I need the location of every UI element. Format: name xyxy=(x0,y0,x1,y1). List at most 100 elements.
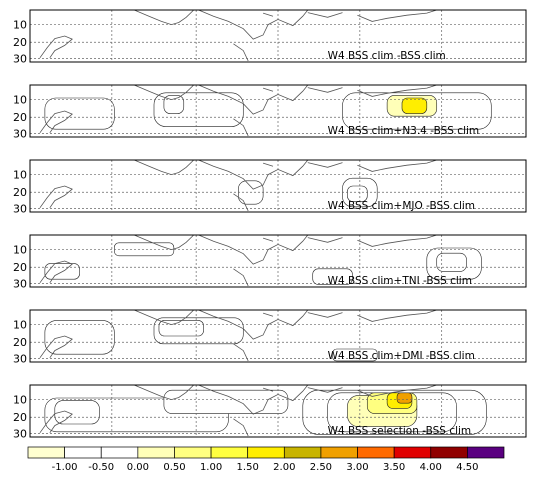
coastline xyxy=(198,159,309,190)
colorbar-label: -1.00 xyxy=(52,462,78,473)
coastline xyxy=(262,387,274,392)
y-tick-label: 30 xyxy=(13,352,27,365)
skill-contour-patch xyxy=(163,389,289,414)
y-tick-label: 20 xyxy=(13,336,27,349)
skill-contour-patch xyxy=(401,97,428,114)
panel-frame xyxy=(29,234,527,288)
map-panel: 10 20 30 W4 BSS selection -BSS clim xyxy=(13,384,527,440)
coastline xyxy=(198,9,309,40)
coastline xyxy=(39,35,73,59)
coastline xyxy=(357,309,437,322)
y-tick-label: 20 xyxy=(13,261,27,274)
y-tick-label: 10 xyxy=(13,94,27,107)
panel-title: W4 BSS clim+MJO -BSS clim xyxy=(328,200,475,212)
panel-frame xyxy=(29,384,527,438)
map-panel: 10 20 30 W4 BSS clim -BSS clim xyxy=(13,9,527,65)
coastline xyxy=(357,159,437,172)
coastline xyxy=(262,237,274,242)
y-tick-label: 20 xyxy=(13,36,27,49)
colorbar-label: 0.00 xyxy=(127,462,149,473)
skill-contour-patch xyxy=(332,348,378,362)
skill-contour-patch xyxy=(347,185,368,202)
coastline xyxy=(233,418,249,437)
coastline xyxy=(39,335,73,359)
y-tick-label: 10 xyxy=(13,319,27,332)
colorbar-segment xyxy=(357,446,395,459)
coastline xyxy=(134,9,194,26)
skill-contour-patch xyxy=(44,320,115,355)
colorbar-label: 4.00 xyxy=(420,462,442,473)
y-tick-label: 30 xyxy=(13,52,27,65)
coastline xyxy=(39,185,73,209)
map-panel: 10 20 30 W4 BSS clim+DMI -BSS clim xyxy=(13,309,527,365)
panel-title: W4 BSS clim+N3.4 -BSS clim xyxy=(328,125,480,137)
colorbar-segment xyxy=(247,446,285,459)
coastline xyxy=(39,260,73,284)
colorbar-segment xyxy=(283,446,322,459)
y-tick-label: 10 xyxy=(13,394,27,407)
colorbar-label: 2.50 xyxy=(310,462,332,473)
map-panel: 10 20 30 W4 BSS clim+N3.4 -BSS clim xyxy=(13,84,527,140)
colorbar-segment xyxy=(320,446,358,459)
colorbar-segment xyxy=(174,446,212,459)
coastline xyxy=(262,312,274,317)
colorbar-segment xyxy=(430,446,468,459)
colorbar-segment xyxy=(393,446,432,459)
coastline xyxy=(198,84,309,115)
coastline xyxy=(134,159,194,176)
y-tick-label: 20 xyxy=(13,186,27,199)
colorbar-label: 1.50 xyxy=(237,462,259,473)
colorbar-label: 0.50 xyxy=(163,462,185,473)
coastline xyxy=(39,110,73,134)
colorbar-label: -0.50 xyxy=(88,462,114,473)
skill-contour-patch xyxy=(163,95,185,114)
coastline xyxy=(307,237,343,243)
coastline xyxy=(357,9,437,22)
coastline xyxy=(357,234,437,247)
map-panel: 10 20 30 W4 BSS clim+TNI -BSS clim xyxy=(13,234,527,290)
panel-frame xyxy=(29,9,527,63)
panel-title: W4 BSS clim+TNI -BSS clim xyxy=(328,275,472,287)
coastline xyxy=(262,162,274,167)
y-tick-label: 20 xyxy=(13,411,27,424)
colorbar-label: 1.00 xyxy=(200,462,222,473)
coastline xyxy=(307,162,343,168)
coastline xyxy=(357,84,437,97)
colorbar-label: 2.00 xyxy=(273,462,295,473)
y-tick-label: 10 xyxy=(13,244,27,257)
colorbar-segment xyxy=(64,446,102,459)
coastline xyxy=(233,118,249,137)
coastline xyxy=(262,12,274,17)
colorbar: -1.00 -0.50 0.00 0.50 1.00 1.50 2.00 2.50 3.00 3.… xyxy=(27,446,505,473)
y-tick-label: 30 xyxy=(13,202,27,215)
skill-contour-patch xyxy=(54,400,100,425)
panel-title: W4 BSS selection -BSS clim xyxy=(328,425,472,437)
panel-title: W4 BSS clim -BSS clim xyxy=(328,50,446,62)
coastline xyxy=(307,387,343,393)
coastline xyxy=(233,193,249,212)
panel-title: W4 BSS clim+DMI -BSS clim xyxy=(328,350,475,362)
skill-contour-patch xyxy=(312,268,353,285)
y-tick-label: 30 xyxy=(13,277,27,290)
coastline xyxy=(307,312,343,318)
coastline xyxy=(233,43,249,62)
coastline xyxy=(39,410,73,434)
panel-frame xyxy=(29,159,527,213)
coastline xyxy=(307,87,343,93)
y-tick-label: 10 xyxy=(13,169,27,182)
colorbar-segment xyxy=(27,446,65,459)
coastline xyxy=(307,12,343,18)
panel-frame xyxy=(29,84,527,138)
colorbar-label: 3.50 xyxy=(383,462,405,473)
coastline xyxy=(198,384,309,415)
colorbar-segment xyxy=(467,446,505,459)
colorbar-segment xyxy=(100,446,139,459)
panel-frame xyxy=(29,309,527,363)
coastline xyxy=(233,343,249,362)
coastline xyxy=(198,234,309,265)
coastline xyxy=(357,384,437,397)
colorbar-segment xyxy=(137,446,175,459)
map-panel: 10 20 30 W4 BSS clim+MJO -BSS clim xyxy=(13,159,527,215)
y-tick-label: 30 xyxy=(13,127,27,140)
skill-contour-patch xyxy=(396,392,413,404)
